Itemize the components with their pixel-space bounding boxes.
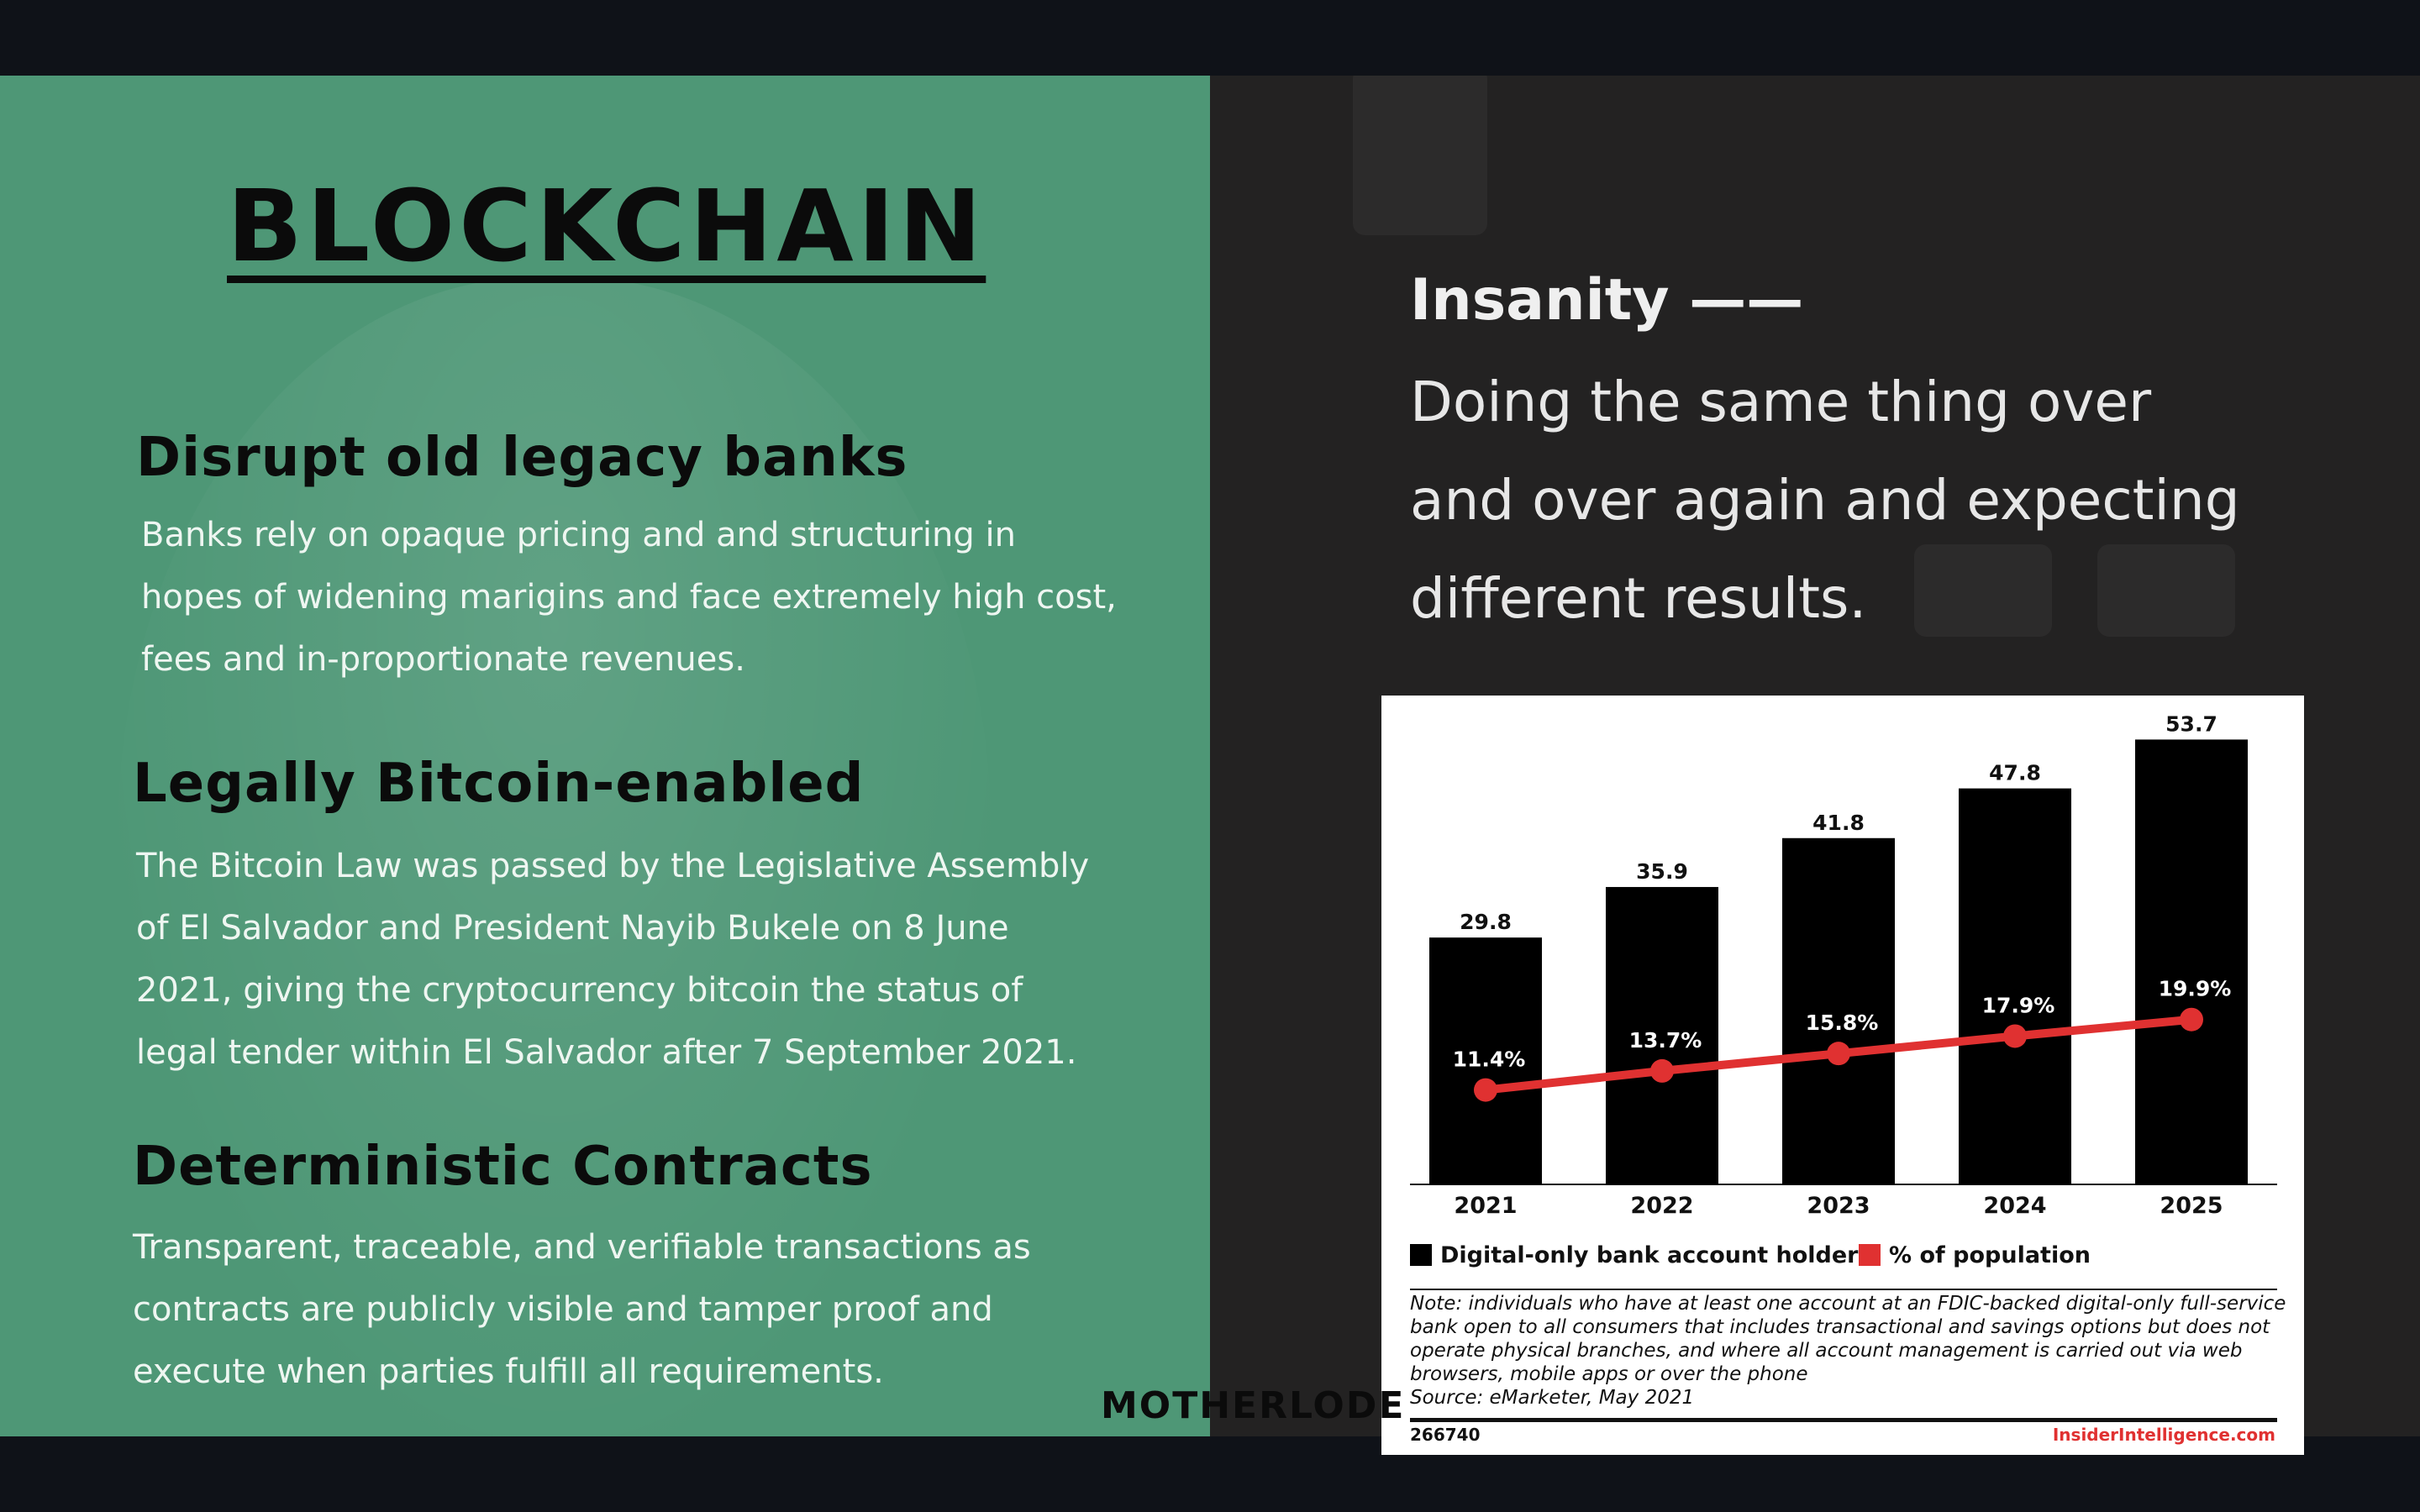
x-tick-label: 2022 <box>1630 1193 1693 1219</box>
legend-swatch-black <box>1410 1244 1432 1266</box>
bar-line-chart: 29.8 2021 35.9 2022 41.8 2023 47.8 2024 53.7 2025… <box>1410 711 2277 1219</box>
source-link[interactable]: InsiderIntelligence.com <box>2052 1425 2275 1445</box>
bar-value-label: 35.9 <box>1636 859 1688 884</box>
slide: BLOCKCHAIN Disrupt old legacy banks Bank… <box>0 76 2420 1455</box>
decorative-quote-mark <box>1353 76 1487 235</box>
x-tick-label: 2025 <box>2160 1193 2223 1219</box>
quote-line: different results. <box>1410 566 1867 631</box>
section-line: Transparent, traceable, and verifiable t… <box>133 1228 1031 1267</box>
line-point <box>1650 1058 1674 1083</box>
bar <box>1782 837 1895 1184</box>
quote-heading: Insanity —— <box>1410 267 1804 333</box>
section-text-banks: Banks rely on opaque pricing and and str… <box>141 504 1117 690</box>
bar <box>1606 886 1718 1184</box>
bar-value-label: 29.8 <box>1460 910 1512 934</box>
legend-label: Digital-only bank account holders <box>1440 1242 1872 1268</box>
page-title: BLOCKCHAIN <box>227 168 986 284</box>
note-line: Source: eMarketer, May 2021 <box>1410 1387 1695 1409</box>
section-line: legal tender within El Salvador after 7 … <box>136 1033 1077 1072</box>
footer-divider <box>1410 1418 2277 1422</box>
line-value-label: 13.7% <box>1629 1028 1702 1053</box>
note-divider <box>1410 1289 2277 1290</box>
bar <box>1959 788 2071 1184</box>
chart-note: Note: individuals who have at least one … <box>1410 1292 2286 1410</box>
note-line: operate physical branches, and where all… <box>1410 1340 2243 1362</box>
brand-logo: MOTHERLODE <box>1101 1384 1406 1427</box>
bar <box>2135 739 2248 1184</box>
decorative-quote-mark <box>1914 544 2052 637</box>
bar-value-label: 47.8 <box>1989 761 2041 785</box>
line-value-label: 11.4% <box>1453 1047 1526 1072</box>
legend-label: % of population <box>1889 1242 2091 1268</box>
line-point <box>1474 1078 1497 1102</box>
decorative-quote-mark <box>2097 544 2235 637</box>
note-line: bank open to all consumers that includes… <box>1410 1316 2270 1338</box>
legend-item-bars: Digital-only bank account holders <box>1410 1238 1872 1272</box>
bar-value-label: 53.7 <box>2165 711 2217 736</box>
line-point <box>2180 1007 2203 1032</box>
section-line: Banks rely on opaque pricing and and str… <box>141 516 1016 554</box>
quote-text: Doing the same thing over and over again… <box>1410 353 2240 648</box>
section-line: of El Salvador and President Nayib Bukel… <box>136 909 1009 948</box>
quote-line: and over again and expecting <box>1410 468 2240 533</box>
section-heading-contracts: Deterministic Contracts <box>133 1136 873 1198</box>
x-tick-label: 2021 <box>1454 1193 1517 1219</box>
x-tick-label: 2023 <box>1807 1193 1870 1219</box>
legend-swatch-red <box>1859 1244 1881 1266</box>
bar <box>1429 937 1542 1184</box>
bar-value-label: 41.8 <box>1812 811 1865 835</box>
section-heading-bitcoin: Legally Bitcoin-enabled <box>133 753 865 815</box>
section-heading-banks: Disrupt old legacy banks <box>136 427 908 489</box>
x-tick-label: 2024 <box>1983 1193 2046 1219</box>
legend-item-line: % of population <box>1859 1238 2091 1272</box>
chart-id: 266740 <box>1410 1425 1481 1445</box>
left-panel: BLOCKCHAIN Disrupt old legacy banks Bank… <box>0 76 1210 1436</box>
line-point <box>1827 1042 1850 1066</box>
section-text-bitcoin: The Bitcoin Law was passed by the Legisl… <box>136 835 1089 1084</box>
section-line: fees and in-proportionate revenues. <box>141 640 745 679</box>
line-point <box>2003 1024 2027 1048</box>
note-line: Note: individuals who have at least one … <box>1410 1293 2286 1315</box>
line-value-label: 19.9% <box>2159 977 2232 1001</box>
background-portrait <box>118 277 992 1436</box>
line-value-label: 17.9% <box>1982 993 2055 1017</box>
section-line: 2021, giving the cryptocurrency bitcoin … <box>136 971 1023 1010</box>
line-value-label: 15.8% <box>1806 1011 1879 1035</box>
quote-line: Doing the same thing over <box>1410 370 2152 434</box>
section-line: execute when parties fulfill all require… <box>133 1352 884 1391</box>
section-line: contracts are publicly visible and tampe… <box>133 1290 993 1329</box>
note-line: browsers, mobile apps or over the phone <box>1410 1363 1808 1385</box>
section-line: The Bitcoin Law was passed by the Legisl… <box>136 847 1090 885</box>
section-text-contracts: Transparent, traceable, and verifiable t… <box>133 1216 1031 1403</box>
section-line: hopes of widening marigins and face extr… <box>141 578 1117 617</box>
chart-card: 29.8 2021 35.9 2022 41.8 2023 47.8 2024 53.7 2025… <box>1381 696 2304 1455</box>
